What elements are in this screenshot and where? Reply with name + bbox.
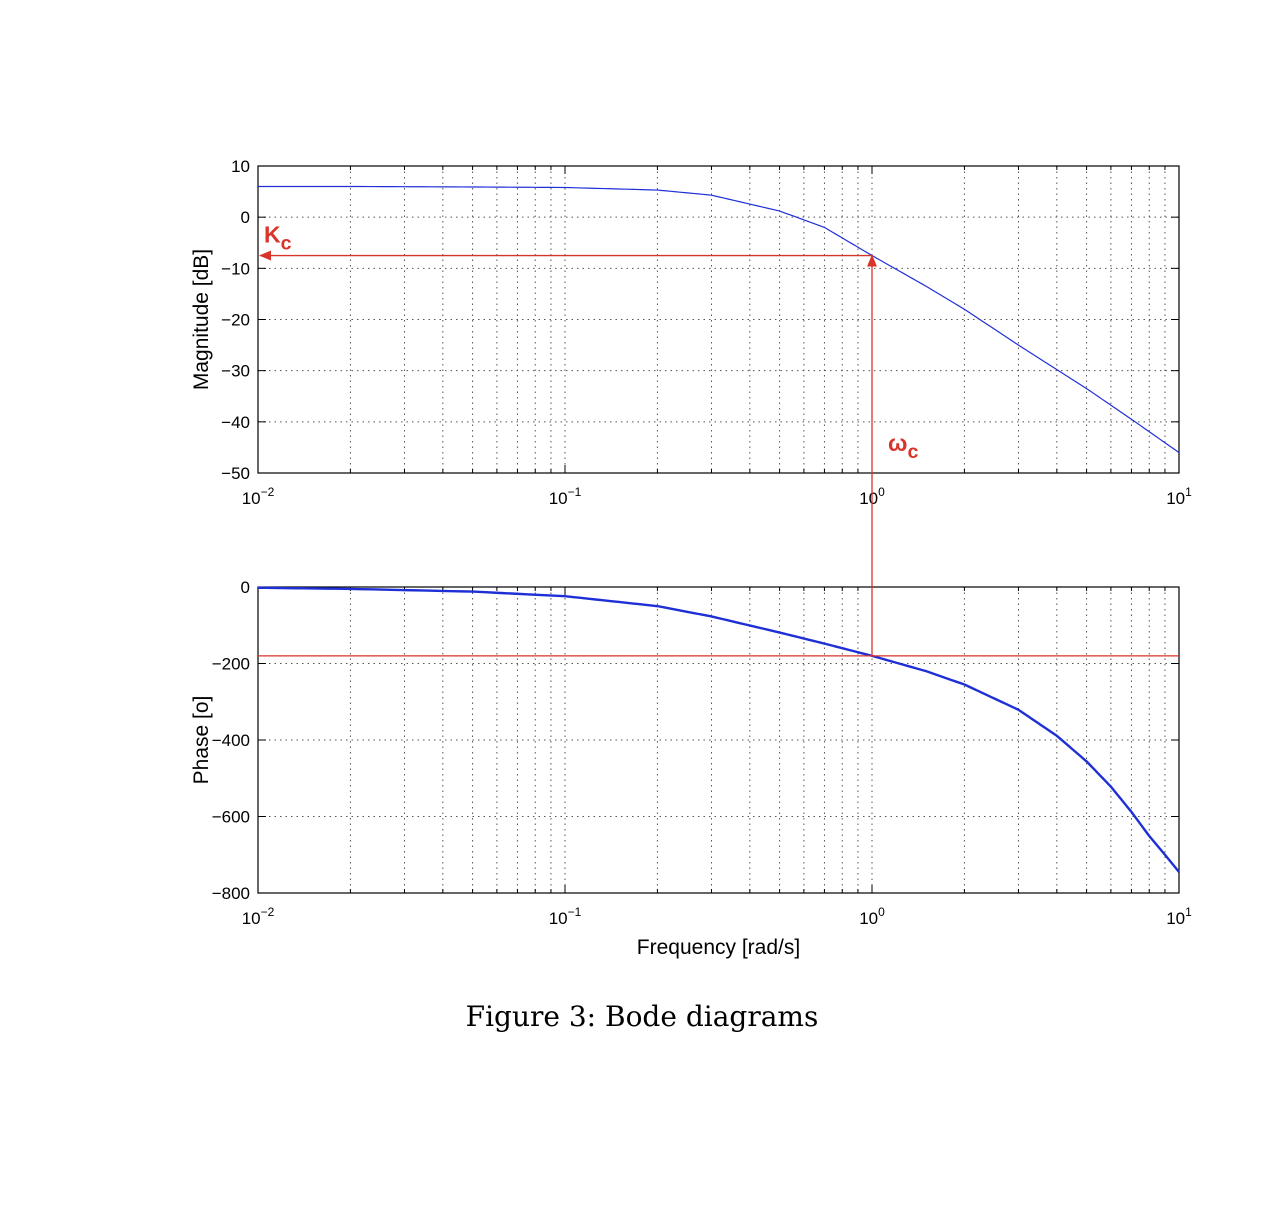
- x-tick-label: 100: [859, 485, 885, 508]
- x-axis-label: Frequency [rad/s]: [637, 936, 800, 959]
- y-tick-label: −30: [221, 362, 250, 381]
- y-tick-label: −600: [212, 808, 250, 827]
- y-tick-label: −20: [221, 311, 250, 330]
- x-tick-label: 101: [1166, 905, 1192, 928]
- y-tick-label: 0: [241, 578, 250, 597]
- x-tick-label: 10−1: [549, 905, 582, 928]
- x-tick-label: 10−2: [242, 485, 275, 508]
- figure-caption: Figure 3: Bode diagrams: [465, 1000, 819, 1033]
- x-tick-label: 101: [1166, 485, 1192, 508]
- y-tick-label: 0: [241, 208, 250, 227]
- wc-annotation-label: ωc: [888, 430, 918, 463]
- y-tick-label: −40: [221, 413, 250, 432]
- y-tick-label: −800: [212, 884, 250, 903]
- y-tick-label: 10: [231, 157, 250, 176]
- y-tick-label: −200: [212, 655, 250, 674]
- y-tick-label: −50: [221, 464, 250, 483]
- y-tick-label: −10: [221, 259, 250, 278]
- y-tick-label: −400: [212, 731, 250, 750]
- plot-frame: [257, 165, 1180, 474]
- plot-frame: [257, 586, 1180, 894]
- x-tick-label: 10−1: [549, 485, 582, 508]
- x-tick-label: 10−2: [242, 905, 275, 928]
- kc-annotation-label: Kc: [264, 222, 292, 255]
- y-axis-label: Magnitude [dB]: [190, 249, 213, 390]
- series-line: [257, 586, 1180, 873]
- y-axis-label: Phase [o]: [190, 696, 213, 785]
- series-line: [258, 185, 1180, 454]
- x-tick-label: 100: [859, 905, 885, 928]
